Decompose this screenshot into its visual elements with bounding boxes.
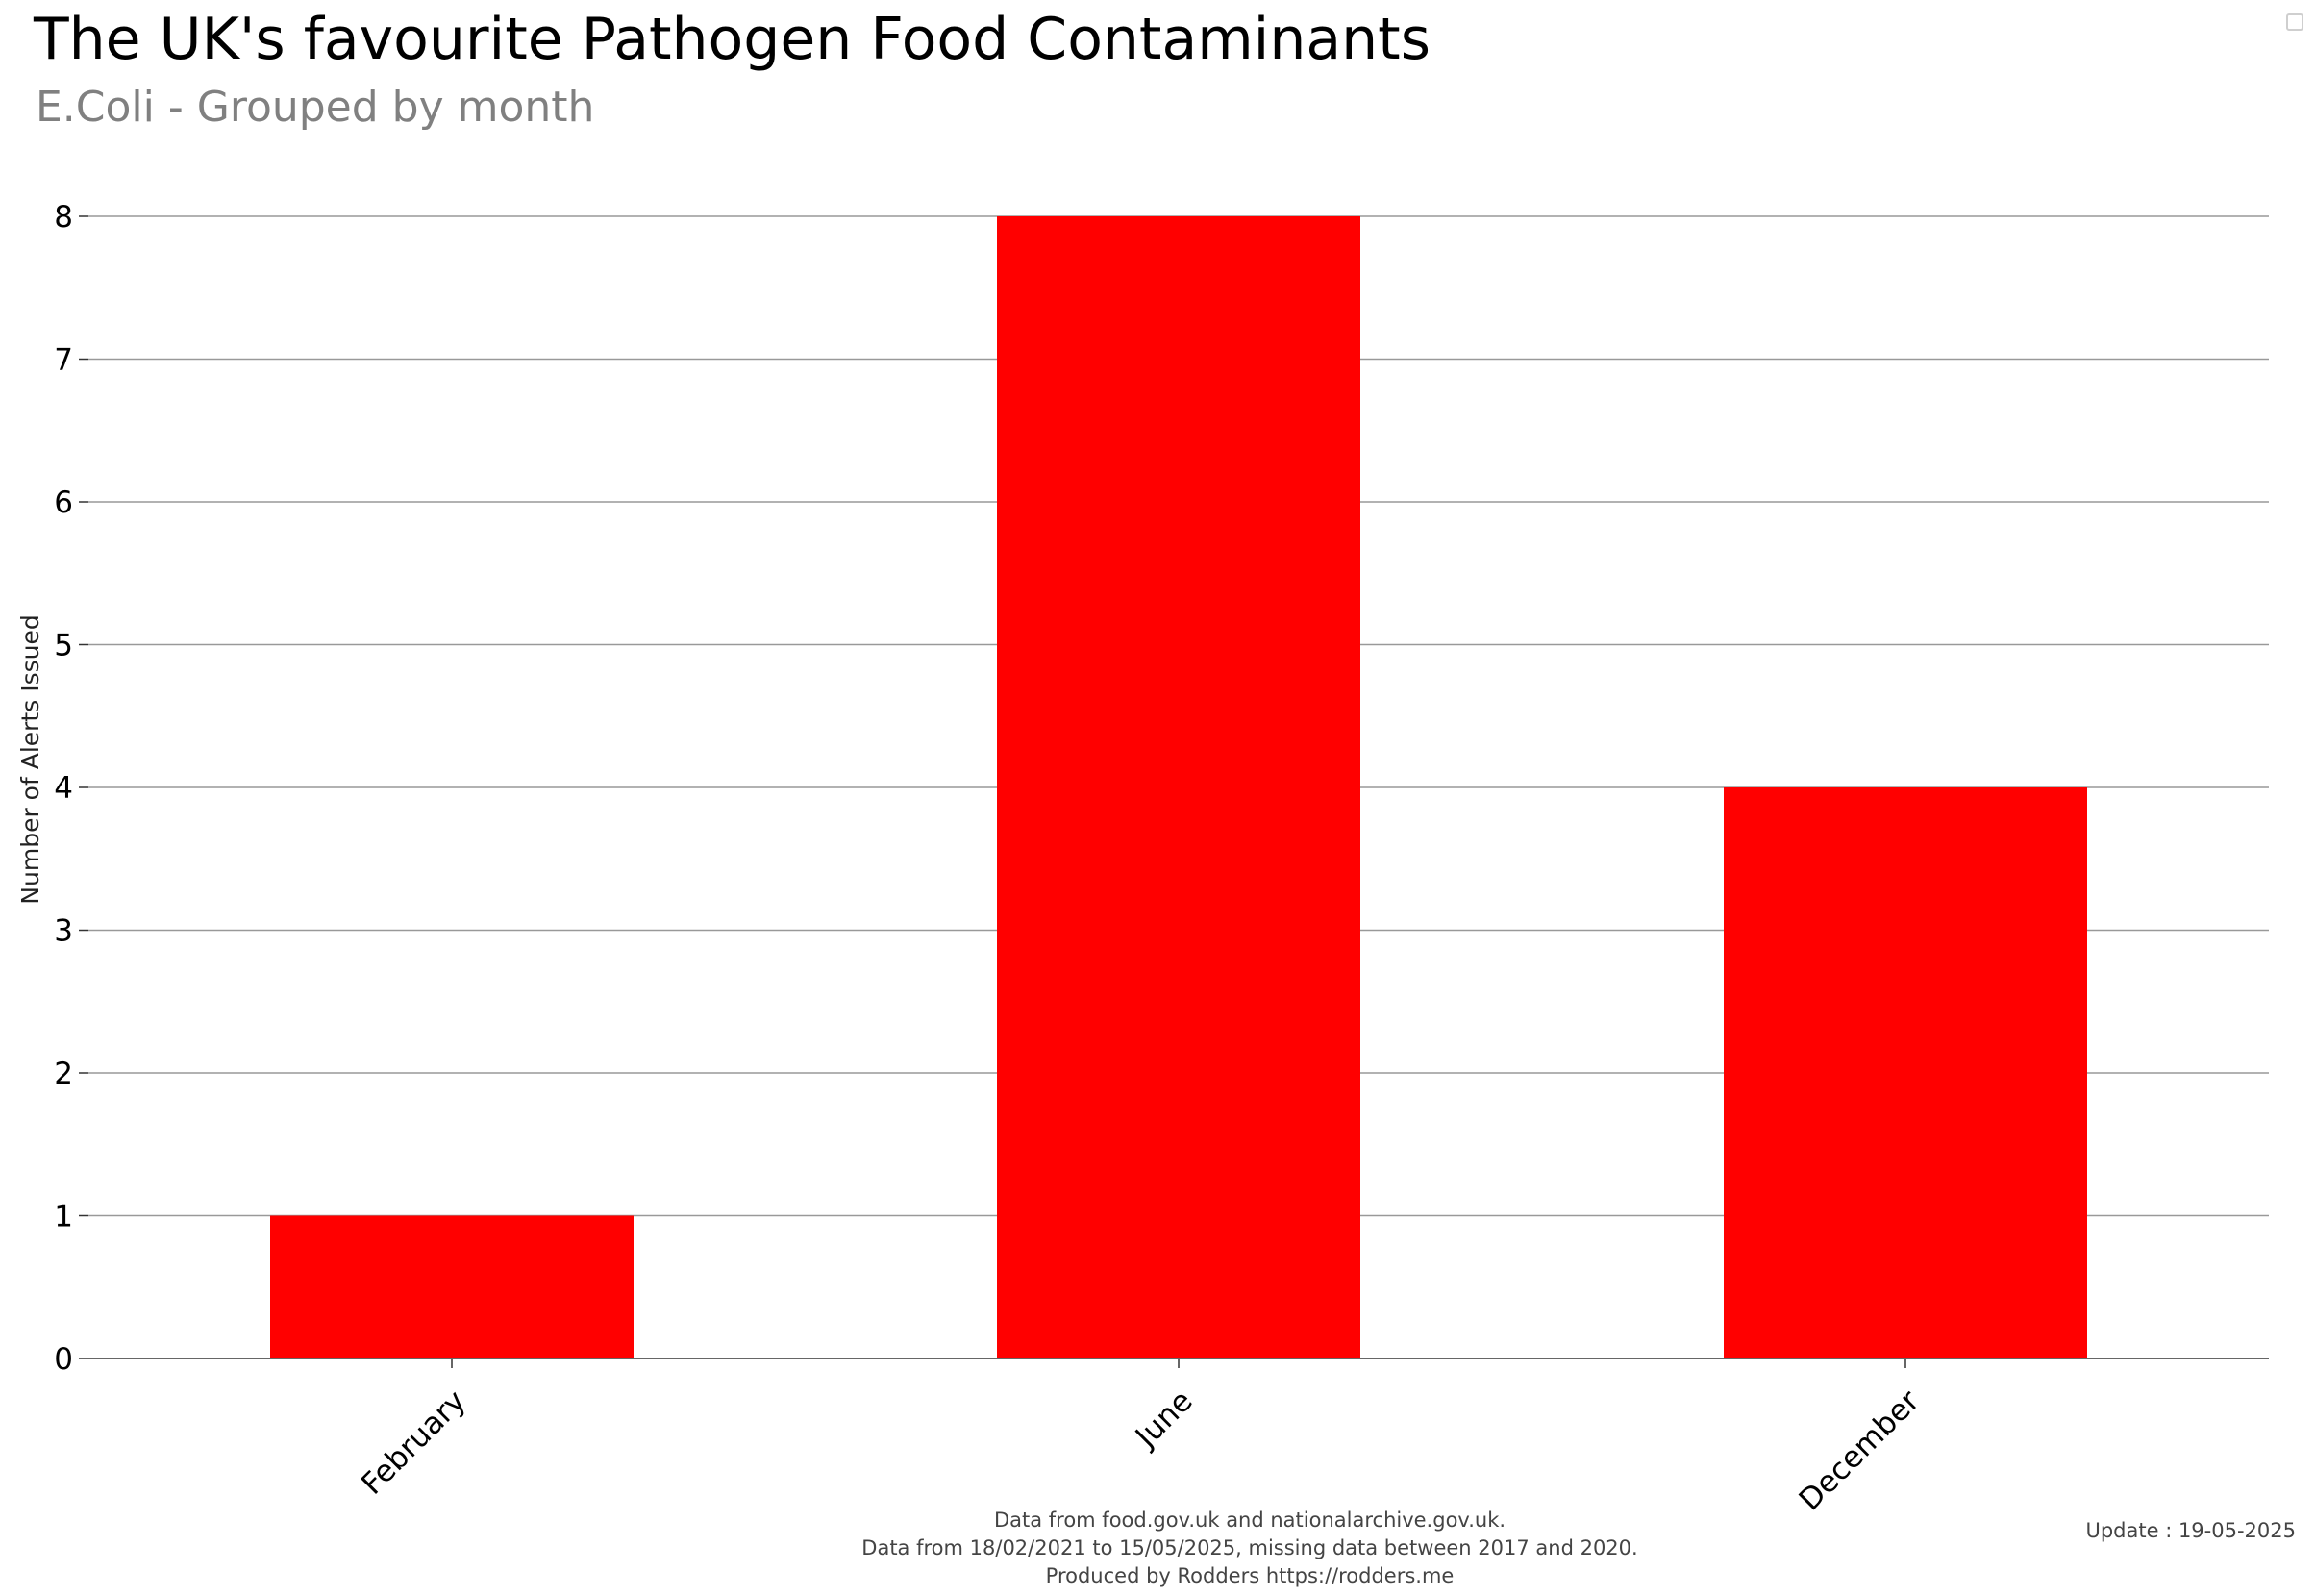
bar-june (997, 216, 1360, 1359)
footer-line-sources: Data from food.gov.uk and nationalarchiv… (993, 1509, 1506, 1532)
x-tick-label: February (355, 1384, 473, 1502)
y-tick-label: 8 (54, 200, 73, 235)
y-tick-label: 6 (54, 486, 73, 520)
x-tick-label: June (1128, 1384, 1200, 1456)
y-tick-label: 2 (54, 1057, 73, 1091)
footer-line-author: Produced by Rodders https://rodders.me (1045, 1564, 1455, 1587)
y-tick-label: 7 (54, 343, 73, 378)
update-date: Update : 19-05-2025 (2085, 1519, 2296, 1542)
y-tick-label: 3 (54, 914, 73, 949)
chart-subtitle: E.Coli - Grouped by month (36, 83, 595, 132)
source-footer: Data from food.gov.uk and nationalarchiv… (673, 1507, 1827, 1590)
y-tick-label: 5 (54, 629, 73, 663)
y-tick-label: 1 (54, 1200, 73, 1234)
bar-february (270, 1215, 634, 1359)
y-axis-label: Number of Alerts Issued (16, 614, 44, 904)
y-tick-label: 0 (54, 1342, 73, 1377)
bar-december (1724, 787, 2087, 1359)
footer-line-range: Data from 18/02/2021 to 15/05/2025, miss… (861, 1536, 1638, 1559)
chart-title: The UK's favourite Pathogen Food Contami… (34, 6, 1431, 73)
y-tick-label: 4 (54, 771, 73, 806)
bars (270, 216, 2087, 1359)
x-tick-label: December (1793, 1384, 1927, 1517)
legend-toggle-checkbox[interactable] (2286, 13, 2303, 31)
